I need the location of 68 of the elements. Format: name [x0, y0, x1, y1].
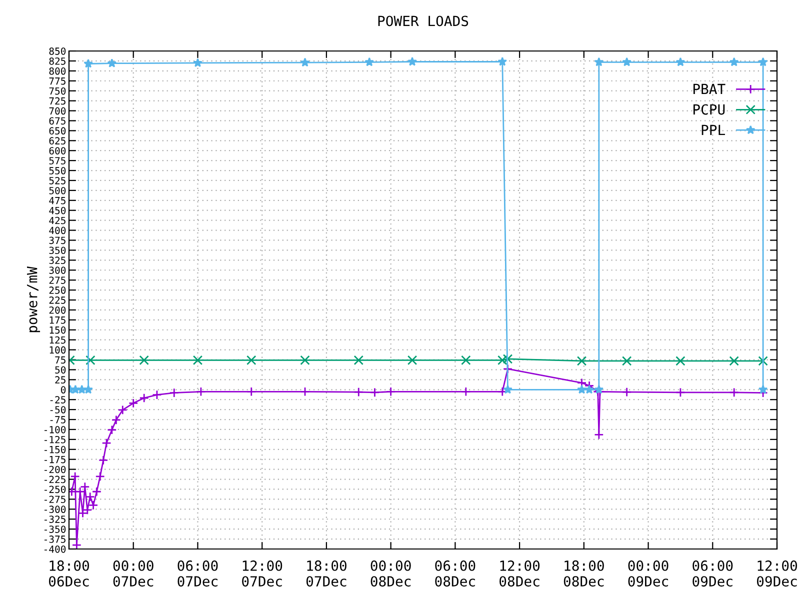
y-tick-label: -150 — [44, 446, 66, 454]
legend-label: PCPU — [694, 104, 725, 115]
y-tick-label: 625 — [49, 137, 66, 144]
y-tick-label: 825 — [49, 57, 66, 65]
y-tick-label: 125 — [50, 336, 66, 344]
y-axis-title: power/mW — [27, 266, 40, 332]
x-tick-label: 00:00 09Dec — [628, 560, 668, 587]
legend-label: PPL — [702, 124, 725, 135]
y-tick-label: 450 — [49, 206, 66, 214]
x-tick-label: 12:00 09Dec — [757, 560, 798, 587]
x-tick-label: 06:00 08Dec — [435, 560, 476, 587]
y-tick-label: -75 — [50, 416, 66, 424]
y-tick-label: 50 — [55, 366, 66, 374]
y-tick-label: -225 — [44, 476, 66, 484]
y-tick-label: 725 — [49, 97, 66, 105]
y-tick-label: -100 — [44, 426, 66, 434]
y-tick-label: 475 — [49, 197, 66, 204]
y-tick-label: 350 — [49, 246, 66, 254]
y-tick-label: 425 — [49, 216, 66, 224]
y-tick-label: 225 — [49, 296, 66, 304]
y-tick-label: 300 — [49, 266, 66, 274]
y-tick-label: 800 — [49, 67, 66, 75]
chart-title: POWER LOADS — [378, 16, 468, 26]
y-tick-label: 500 — [49, 186, 66, 194]
y-tick-label: -25 — [50, 396, 66, 404]
x-tick-label: 06:00 07Dec — [178, 560, 218, 587]
y-tick-label: 400 — [49, 226, 66, 234]
x-tick-label: 12:00 08Dec — [500, 560, 540, 587]
x-tick-label: 00:00 08Dec — [370, 560, 411, 587]
y-tick-label: 325 — [49, 256, 66, 264]
x-tick-label: 18:00 08Dec — [564, 560, 604, 587]
y-tick-label: 175 — [50, 316, 66, 324]
y-tick-label: 575 — [49, 157, 66, 164]
x-tick-label: 18:00 06Dec — [49, 560, 90, 587]
y-tick-label: 650 — [49, 127, 66, 135]
y-tick-label: 750 — [49, 87, 66, 95]
legend-label: PBAT — [694, 84, 726, 94]
y-tick-label: -200 — [44, 466, 66, 474]
y-tick-label: 375 — [49, 236, 66, 244]
x-tick-label: 12:00 07Dec — [242, 560, 282, 587]
y-tick-label: 250 — [49, 286, 66, 294]
y-tick-label: -375 — [44, 536, 66, 543]
y-tick-label: -350 — [44, 526, 66, 533]
y-tick-label: 600 — [49, 147, 66, 154]
y-tick-label: -325 — [44, 516, 66, 523]
y-tick-label: -275 — [44, 496, 66, 504]
y-tick-label: 525 — [49, 176, 66, 184]
x-tick-label: 00:00 07Dec — [113, 560, 154, 587]
x-tick-label: 06:00 09Dec — [692, 560, 733, 587]
y-tick-label: 75 — [55, 356, 66, 364]
y-tick-label: 775 — [49, 78, 66, 85]
y-tick-label: -50 — [50, 406, 66, 414]
y-tick-label: 700 — [49, 107, 66, 115]
x-tick-label: 18:00 07Dec — [306, 560, 346, 587]
y-tick-label: -400 — [44, 546, 66, 553]
y-tick-label: -300 — [44, 506, 66, 514]
y-tick-label: -175 — [44, 456, 66, 464]
y-tick-label: 0 — [61, 386, 66, 394]
y-tick-label: 675 — [49, 117, 66, 125]
y-tick-label: -250 — [44, 486, 66, 494]
y-tick-label: 25 — [55, 376, 66, 384]
y-tick-label: 100 — [50, 346, 66, 354]
y-tick-label: 850 — [49, 48, 66, 55]
y-tick-label: 150 — [50, 326, 66, 334]
y-tick-label: 550 — [49, 167, 66, 174]
y-tick-label: -125 — [44, 436, 66, 444]
y-tick-label: 275 — [49, 276, 66, 284]
y-tick-label: 200 — [49, 306, 66, 314]
